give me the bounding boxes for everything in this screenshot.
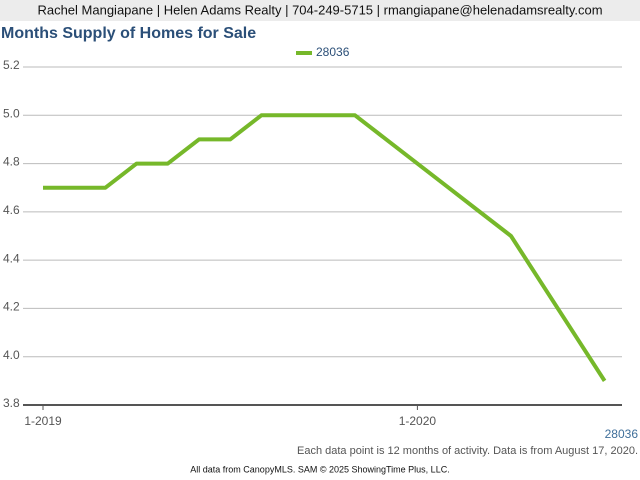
chart-title: Months Supply of Homes for Sale [1, 25, 256, 42]
note: Each data point is 12 months of activity… [297, 445, 638, 457]
y-tick-label: 5.2 [3, 58, 20, 72]
line [43, 113, 607, 382]
x-tick-label: 1-2019 [24, 414, 62, 428]
y-tick-label: 4.4 [3, 251, 20, 265]
y-tick-label: 4.6 [3, 203, 20, 217]
x-tick-label: 1-2020 [399, 414, 437, 428]
y-tick-label: 3.8 [3, 396, 20, 410]
y-tick-label: 4.8 [3, 155, 20, 169]
footer: All data from CanopyMLS. SAM © 2025 Show… [190, 464, 449, 474]
y-tick-label: 4.0 [3, 348, 20, 362]
legend-label: 28036 [316, 45, 350, 59]
y-tick-label: 4.2 [3, 300, 20, 314]
header-bar [0, 0, 640, 21]
header-text: Rachel Mangiapane | Helen Adams Realty |… [37, 2, 602, 17]
x-axis-label: 28036 [605, 427, 639, 441]
y-tick-label: 5.0 [3, 106, 20, 120]
